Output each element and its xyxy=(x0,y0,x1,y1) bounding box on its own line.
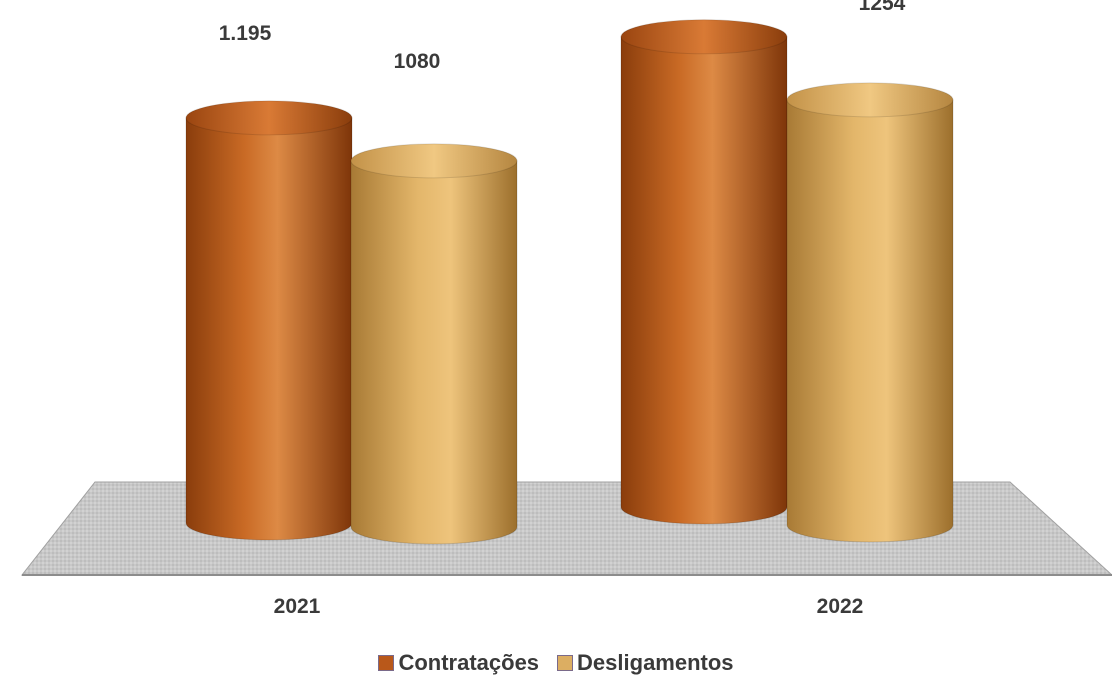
bar-body xyxy=(350,160,518,545)
legend-item-desligamentos: Desligamentos xyxy=(557,650,734,676)
bar-body xyxy=(786,99,954,543)
category-label-2021: 2021 xyxy=(274,595,321,618)
data-label-2021-s1: 1080 xyxy=(394,50,441,73)
legend-swatch-contratacoes xyxy=(378,655,395,671)
bar-body xyxy=(620,36,788,525)
category-label-2022: 2022 xyxy=(817,595,864,618)
legend-label-desligamentos: Desligamentos xyxy=(577,650,734,675)
bar-2021-s0 xyxy=(185,100,353,541)
bar-top xyxy=(185,100,353,136)
data-label-2021-s0: 1.195 xyxy=(219,22,272,45)
legend-label-contratacoes: Contratações xyxy=(398,650,540,675)
legend: Contratações Desligamentos xyxy=(0,650,1112,676)
bar-2022-s1 xyxy=(786,82,954,543)
legend-swatch-desligamentos xyxy=(557,655,574,671)
bar-top xyxy=(350,143,518,179)
bar-top xyxy=(786,82,954,118)
bar-2022-s0 xyxy=(620,19,788,525)
legend-item-contratacoes: Contratações xyxy=(378,650,539,676)
bar-2021-s1 xyxy=(350,143,518,545)
bar-body xyxy=(185,117,353,541)
bar-top xyxy=(620,19,788,55)
data-label-2022-s1: 1254 xyxy=(859,0,906,15)
